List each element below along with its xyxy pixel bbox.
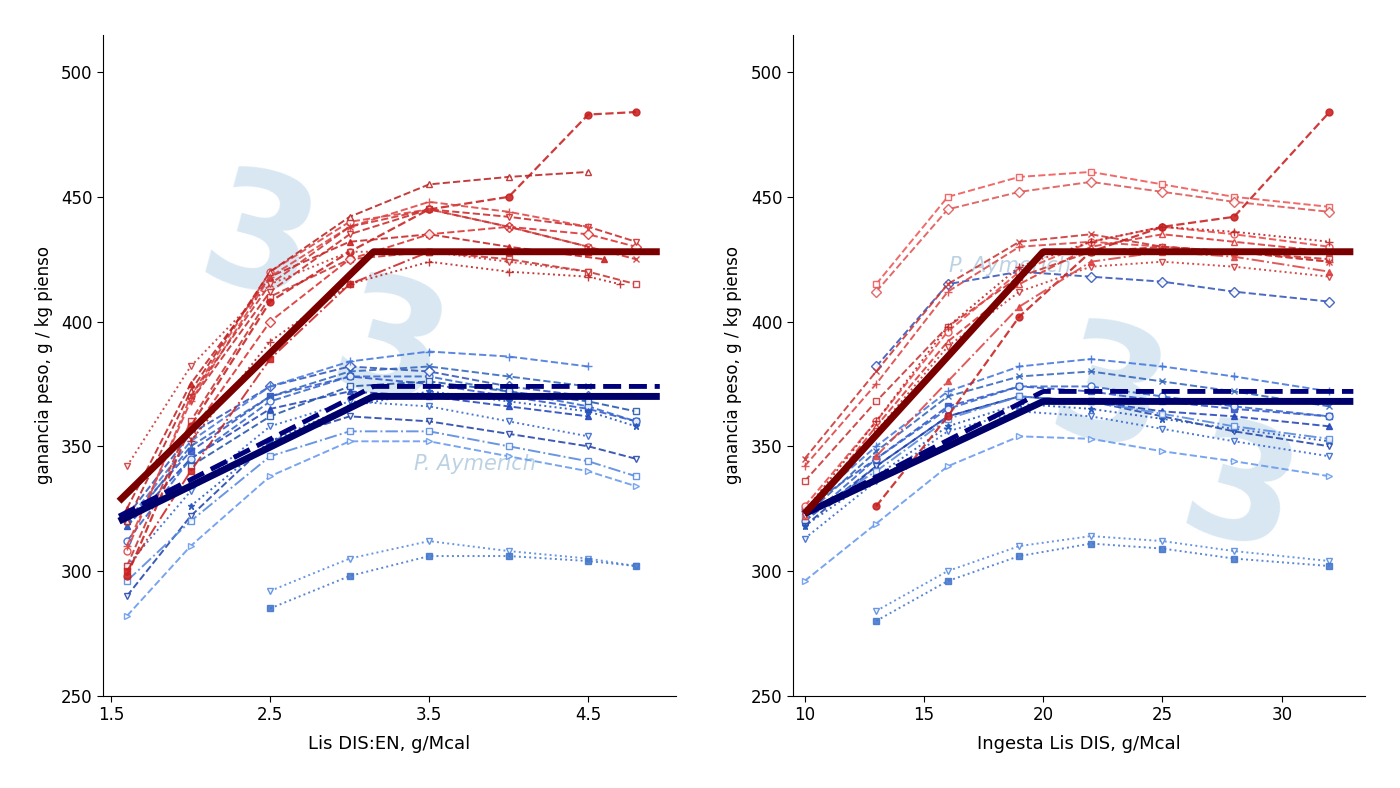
Text: P. Aymerich: P. Aymerich [949,256,1071,276]
X-axis label: Ingesta Lis DIS, g/Mcal: Ingesta Lis DIS, g/Mcal [977,735,1180,753]
X-axis label: Lis DIS:EN, g/Mcal: Lis DIS:EN, g/Mcal [308,735,470,753]
Text: 3: 3 [1033,309,1182,488]
Y-axis label: ganancia peso, g / kg pienso: ganancia peso, g / kg pienso [35,246,53,485]
Text: P. Aymerich: P. Aymerich [414,455,536,474]
Text: 3: 3 [315,262,463,441]
Text: 3: 3 [1166,408,1313,587]
Text: 3: 3 [183,157,332,336]
Y-axis label: ganancia peso, g / kg pienso: ganancia peso, g / kg pienso [724,246,742,485]
